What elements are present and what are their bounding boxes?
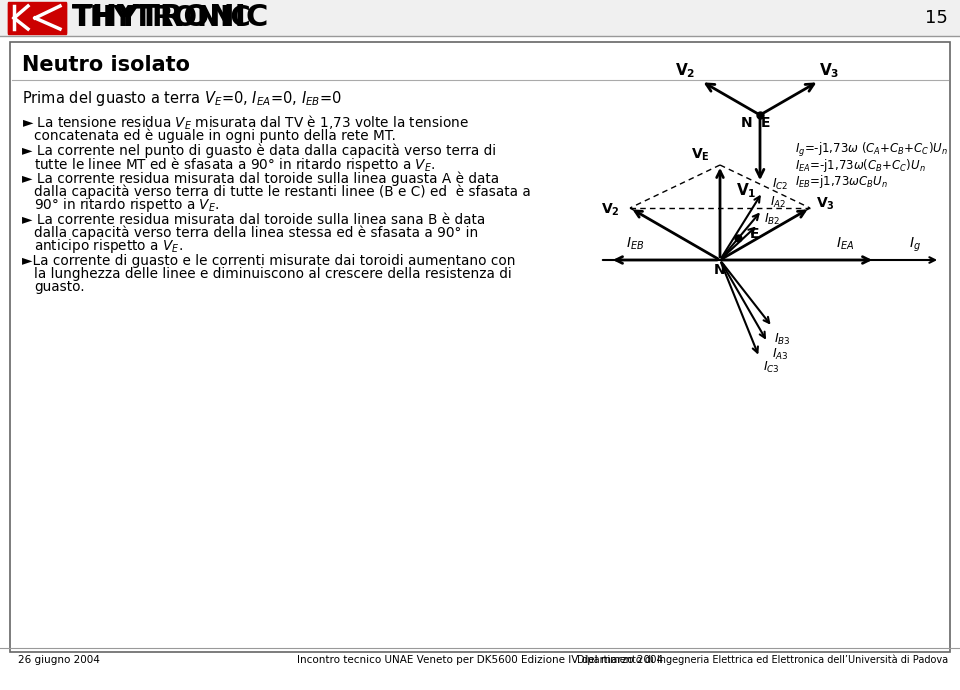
Text: $I_g$=-j1,73$\omega$ ($C_A$+$C_B$+$C_C$)$U_n$: $I_g$=-j1,73$\omega$ ($C_A$+$C_B$+$C_C$)… [795, 141, 948, 159]
Text: dalla capacità verso terra di tutte le restanti linee (B e C) ed  è sfasata a: dalla capacità verso terra di tutte le r… [34, 185, 531, 199]
Text: $I_{C3}$: $I_{C3}$ [763, 360, 780, 375]
Text: N: N [714, 263, 726, 277]
Text: $\mathbf{V_3}$: $\mathbf{V_3}$ [816, 196, 834, 213]
Text: Incontro tecnico UNAE Veneto per DK5600 Edizione IV del marzo 2004: Incontro tecnico UNAE Veneto per DK5600 … [297, 655, 663, 665]
Text: $\mathbf{V_1}$: $\mathbf{V_1}$ [735, 181, 756, 199]
Text: anticipo rispetto a $V_E$.: anticipo rispetto a $V_E$. [34, 237, 182, 255]
Text: $\mathbf{V_3}$: $\mathbf{V_3}$ [819, 61, 839, 80]
Text: $I_{EA}$=-j1,73$\omega$($C_B$+$C_C$)$U_n$: $I_{EA}$=-j1,73$\omega$($C_B$+$C_C$)$U_n… [795, 157, 925, 175]
Bar [10, 42, 950, 652]
Text: 26 giugno 2004: 26 giugno 2004 [18, 655, 100, 665]
Text: Dipartimento di Ingegneria Elettrica ed Elettronica dell’Università di Padova: Dipartimento di Ingegneria Elettrica ed … [577, 655, 948, 665]
Text: 15: 15 [925, 9, 948, 27]
Text: THYTRONIC: THYTRONIC [72, 3, 270, 32]
Text: $I_{A2}$: $I_{A2}$ [770, 195, 786, 210]
Text: ► La tensione residua $V_E$ misurata dal TV è 1,73 volte la tensione: ► La tensione residua $V_E$ misurata dal… [22, 114, 468, 132]
Text: K: K [11, 9, 25, 27]
Text: Neutro isolato: Neutro isolato [22, 55, 190, 75]
Text: 90° in ritardo rispetto a $V_E$.: 90° in ritardo rispetto a $V_E$. [34, 196, 220, 214]
Bar [8, 2, 66, 34]
Bar [8, 3, 66, 33]
Text: E: E [761, 116, 771, 130]
Text: $\mathbf{V_2}$: $\mathbf{V_2}$ [675, 61, 695, 80]
Text: $I_{EB}$=j1,73$\omega$$C_B$$U_n$: $I_{EB}$=j1,73$\omega$$C_B$$U_n$ [795, 173, 888, 190]
Text: $I_{EA}$: $I_{EA}$ [836, 236, 854, 253]
Text: guasto.: guasto. [34, 280, 84, 294]
Text: THYTRONIC: THYTRONIC [72, 4, 252, 32]
Text: dalla capacità verso terra della linea stessa ed è sfasata a 90° in: dalla capacità verso terra della linea s… [34, 226, 478, 240]
Text: $I_{B3}$: $I_{B3}$ [775, 332, 791, 347]
Text: $\mathbf{V_E}$: $\mathbf{V_E}$ [690, 147, 709, 164]
Text: ►: ► [11, 11, 22, 25]
Text: $I_{A3}$: $I_{A3}$ [772, 347, 788, 362]
Text: $I_g$: $I_g$ [909, 236, 921, 255]
Text: ► La corrente nel punto di guasto è data dalla capacità verso terra di: ► La corrente nel punto di guasto è data… [22, 144, 496, 158]
Text: $I_{B2}$: $I_{B2}$ [764, 212, 780, 226]
Text: Prima del guasto a terra $V_E$=0, $I_{EA}$=0, $I_{EB}$=0: Prima del guasto a terra $V_E$=0, $I_{EA… [22, 88, 342, 108]
Text: ►La corrente di guasto e le correnti misurate dai toroidi aumentano con: ►La corrente di guasto e le correnti mis… [22, 254, 516, 268]
Text: ► La corrente residua misurata dal toroide sulla linea guasta A è data: ► La corrente residua misurata dal toroi… [22, 172, 499, 186]
Text: $\mathbf{V_2}$: $\mathbf{V_2}$ [601, 202, 619, 219]
Text: tutte le linee MT ed è sfasata a 90° in ritardo rispetto a $V_E$.: tutte le linee MT ed è sfasata a 90° in … [34, 155, 436, 173]
Text: concatenata ed è uguale in ogni punto della rete MT.: concatenata ed è uguale in ogni punto de… [34, 129, 396, 144]
Text: $I_{EB}$: $I_{EB}$ [626, 236, 644, 253]
Text: N: N [741, 116, 753, 130]
Text: E: E [750, 227, 759, 241]
Text: ► La corrente residua misurata dal toroide sulla linea sana B è data: ► La corrente residua misurata dal toroi… [22, 213, 485, 227]
Bar [0, 0, 960, 35]
Text: $I_{C2}$: $I_{C2}$ [773, 177, 789, 193]
Text: la lunghezza delle linee e diminuiscono al crescere della resistenza di: la lunghezza delle linee e diminuiscono … [34, 267, 512, 281]
